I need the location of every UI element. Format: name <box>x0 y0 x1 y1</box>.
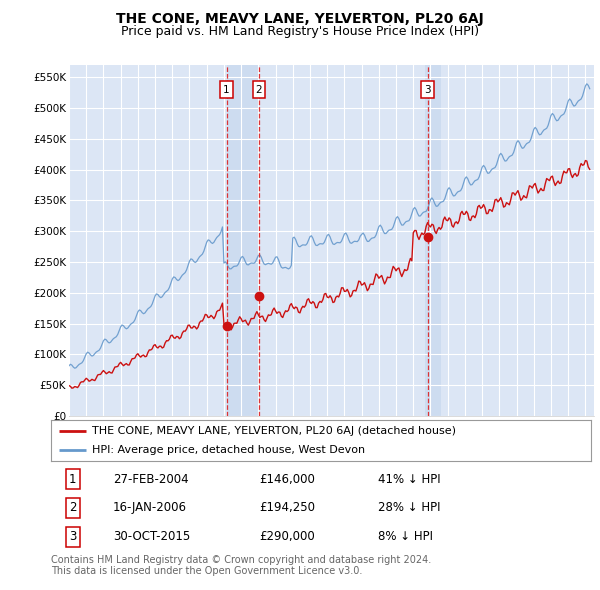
Bar <box>227 65 259 416</box>
Text: THE CONE, MEAVY LANE, YELVERTON, PL20 6AJ: THE CONE, MEAVY LANE, YELVERTON, PL20 6A… <box>116 12 484 26</box>
Text: 3: 3 <box>424 84 431 94</box>
Text: THE CONE, MEAVY LANE, YELVERTON, PL20 6AJ (detached house): THE CONE, MEAVY LANE, YELVERTON, PL20 6A… <box>91 426 455 436</box>
Text: 8% ↓ HPI: 8% ↓ HPI <box>378 530 433 543</box>
Text: Contains HM Land Registry data © Crown copyright and database right 2024.
This d: Contains HM Land Registry data © Crown c… <box>51 555 431 576</box>
Text: 30-OCT-2015: 30-OCT-2015 <box>113 530 190 543</box>
Text: 2: 2 <box>256 84 262 94</box>
Text: 3: 3 <box>69 530 76 543</box>
Text: 1: 1 <box>69 473 76 486</box>
Text: 16-JAN-2006: 16-JAN-2006 <box>113 502 187 514</box>
Bar <box>425 65 442 416</box>
Text: £146,000: £146,000 <box>259 473 315 486</box>
Text: Price paid vs. HM Land Registry's House Price Index (HPI): Price paid vs. HM Land Registry's House … <box>121 25 479 38</box>
Text: 2: 2 <box>69 502 76 514</box>
Text: HPI: Average price, detached house, West Devon: HPI: Average price, detached house, West… <box>91 445 365 455</box>
Text: £290,000: £290,000 <box>259 530 314 543</box>
Text: 41% ↓ HPI: 41% ↓ HPI <box>378 473 440 486</box>
Text: 1: 1 <box>223 84 230 94</box>
Text: 28% ↓ HPI: 28% ↓ HPI <box>378 502 440 514</box>
Text: £194,250: £194,250 <box>259 502 315 514</box>
Text: 27-FEB-2004: 27-FEB-2004 <box>113 473 189 486</box>
